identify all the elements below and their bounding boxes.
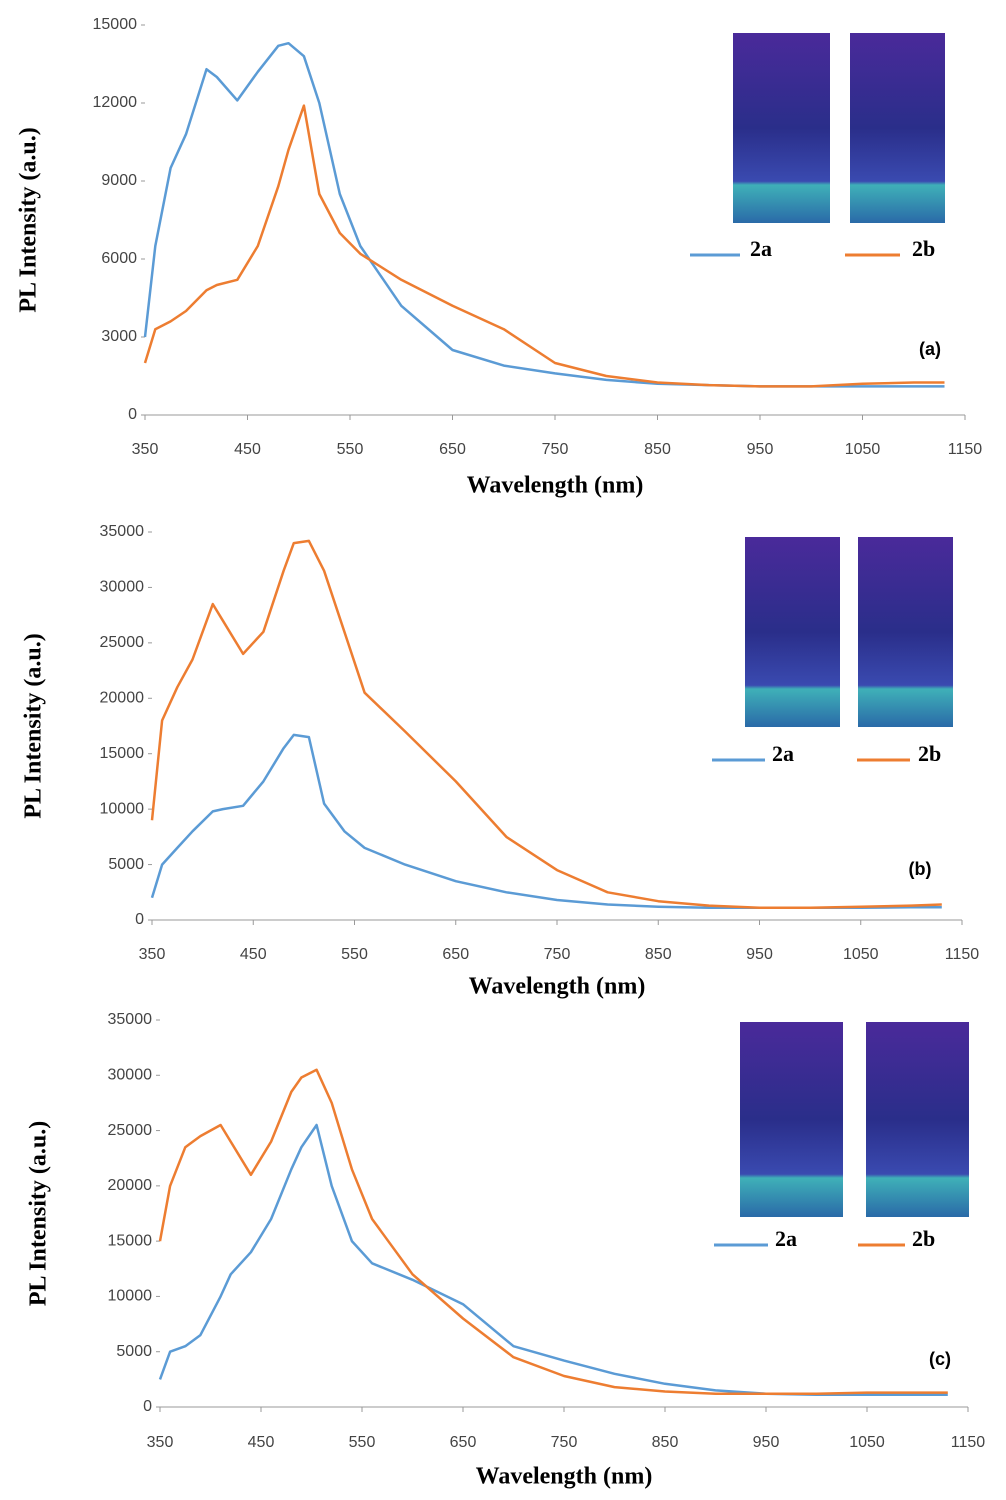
y-tick-label: 25000 (100, 634, 145, 651)
x-tick-label: 850 (652, 1434, 679, 1451)
panel-label: (b) (909, 859, 932, 879)
x-tick-label: 450 (240, 946, 267, 963)
y-tick-label: 15000 (100, 745, 145, 762)
y-tick-label: 35000 (100, 523, 145, 540)
panel-label: (c) (929, 1349, 951, 1369)
y-axis-title: PL Intensity (a.u.) (26, 1121, 52, 1306)
inset-photo (850, 33, 945, 223)
y-tick-label: 15000 (108, 1232, 153, 1249)
y-tick-label: 5000 (108, 856, 144, 873)
inset-photo (866, 1022, 969, 1217)
y-tick-label: 3000 (101, 328, 137, 345)
y-tick-label: 6000 (101, 250, 137, 267)
legend-label: 2b (918, 741, 941, 766)
series-line (150, 733, 942, 910)
panel-label: (a) (919, 339, 941, 359)
y-tick-label: 0 (135, 911, 144, 928)
y-tick-label: 20000 (100, 690, 145, 707)
x-tick-label: 750 (551, 1434, 578, 1451)
x-tick-label: 1050 (845, 441, 881, 458)
x-tick-label: 450 (234, 441, 261, 458)
legend-label: 2b (912, 1226, 935, 1251)
y-tick-label: 30000 (108, 1067, 153, 1084)
y-tick-label: 25000 (108, 1122, 153, 1139)
inset-photo (858, 537, 953, 727)
legend-label: 2a (775, 1226, 797, 1251)
x-tick-label: 850 (644, 441, 671, 458)
x-tick-label: 1050 (843, 946, 879, 963)
series-line (143, 104, 945, 388)
y-tick-label: 10000 (100, 800, 145, 817)
x-tick-label: 450 (248, 1434, 275, 1451)
x-tick-label: 750 (544, 946, 571, 963)
series-line (150, 539, 942, 910)
y-axis-title: PL Intensity (a.u.) (16, 127, 42, 312)
x-tick-label: 350 (139, 946, 166, 963)
x-axis-title: Wavelength (nm) (476, 1464, 653, 1490)
legend-label: 2a (772, 741, 794, 766)
x-tick-label: 950 (746, 946, 773, 963)
y-tick-label: 9000 (101, 172, 137, 189)
x-tick-label: 850 (645, 946, 672, 963)
x-tick-label: 350 (132, 441, 159, 458)
x-tick-label: 550 (349, 1434, 376, 1451)
x-tick-label: 350 (147, 1434, 174, 1451)
y-tick-label: 10000 (108, 1288, 153, 1305)
x-tick-label: 1150 (951, 1434, 986, 1451)
y-axis-title: PL Intensity (a.u.) (21, 633, 47, 818)
x-tick-label: 1150 (948, 441, 983, 458)
y-tick-label: 15000 (93, 16, 138, 33)
x-tick-label: 650 (442, 946, 469, 963)
y-tick-label: 30000 (100, 579, 145, 596)
y-tick-label: 5000 (116, 1343, 152, 1360)
x-tick-label: 650 (450, 1434, 477, 1451)
y-tick-label: 0 (128, 406, 137, 423)
y-tick-label: 35000 (108, 1011, 153, 1028)
x-tick-label: 1150 (945, 946, 980, 963)
x-tick-label: 1050 (849, 1434, 885, 1451)
y-tick-label: 20000 (108, 1177, 153, 1194)
inset-photo (740, 1022, 843, 1217)
x-tick-label: 950 (753, 1434, 780, 1451)
y-tick-label: 0 (143, 1398, 152, 1415)
y-tick-label: 12000 (93, 94, 138, 111)
x-tick-label: 550 (341, 946, 368, 963)
x-tick-label: 550 (337, 441, 364, 458)
x-tick-label: 950 (747, 441, 774, 458)
legend-label: 2a (750, 236, 772, 261)
legend-label: 2b (912, 236, 935, 261)
x-tick-label: 650 (439, 441, 466, 458)
inset-photo (733, 33, 830, 223)
x-axis-title: Wavelength (nm) (467, 473, 644, 499)
inset-photo (745, 537, 840, 727)
series-line (158, 1068, 948, 1395)
x-tick-label: 750 (542, 441, 569, 458)
x-axis-title: Wavelength (nm) (469, 974, 646, 1000)
